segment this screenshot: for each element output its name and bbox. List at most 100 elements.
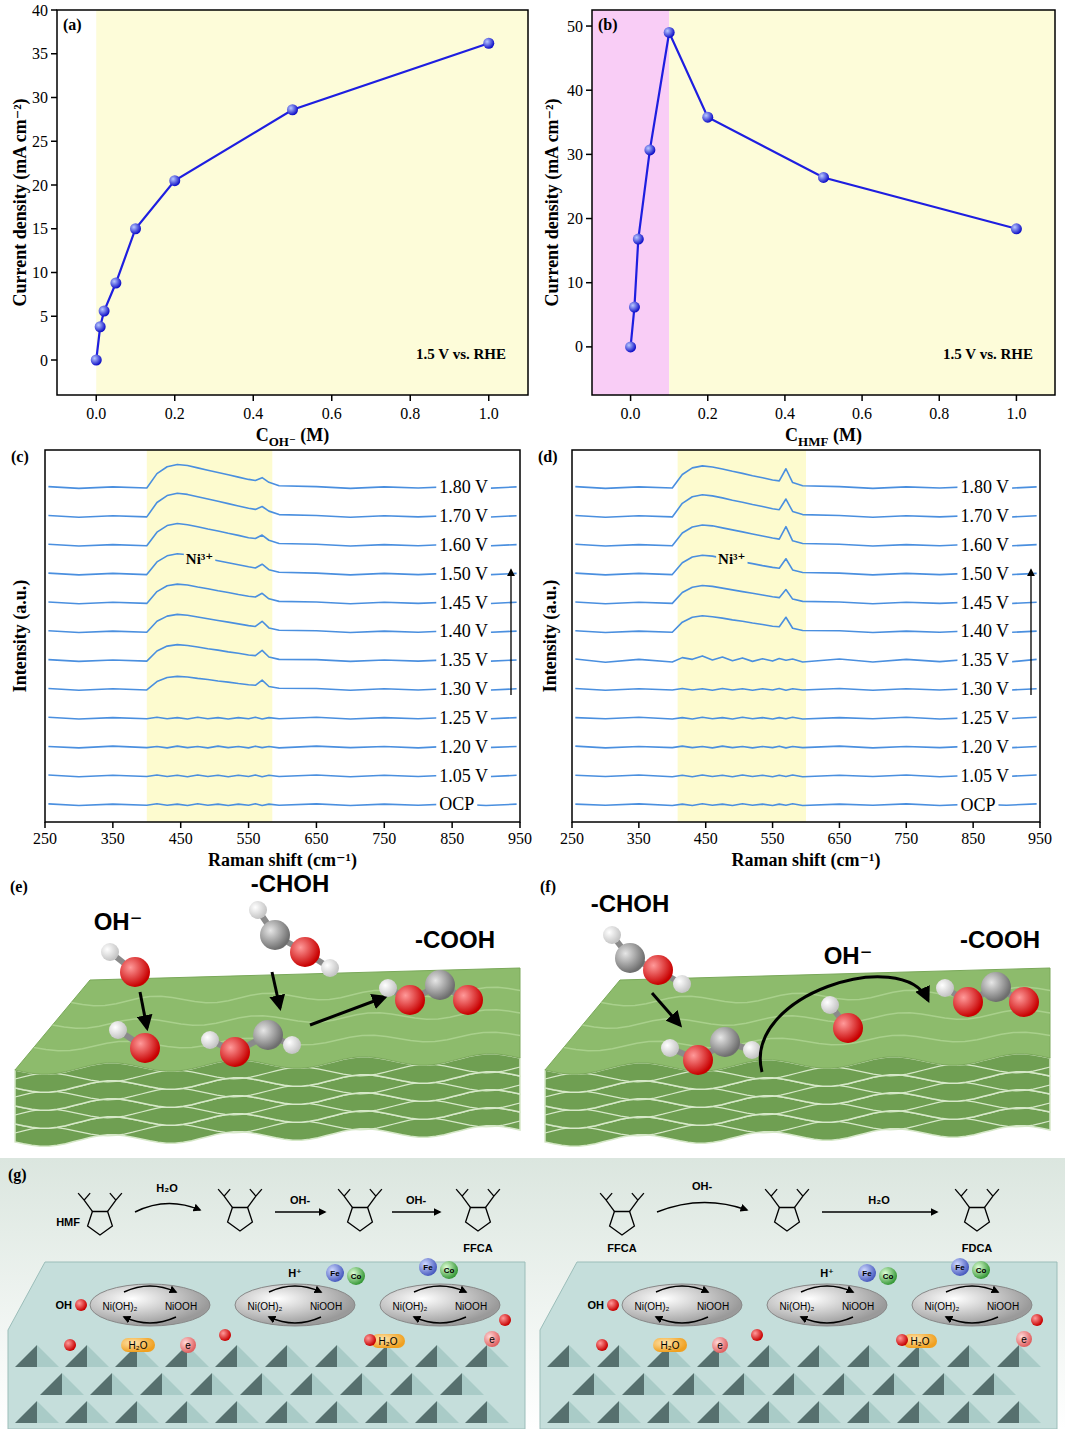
x-tick-label: 450 xyxy=(169,830,193,847)
atom xyxy=(253,1020,283,1050)
y-tick-label: 30 xyxy=(32,89,48,106)
sheet-ripple xyxy=(583,1010,1051,1028)
atom xyxy=(972,1261,990,1279)
x-tick xyxy=(1039,822,1041,828)
arrow xyxy=(656,1286,708,1292)
x-tick xyxy=(638,822,640,828)
pyramid xyxy=(694,1373,716,1395)
y-tick xyxy=(51,9,57,11)
pyramid xyxy=(997,1401,1019,1423)
pyramid xyxy=(165,1401,187,1423)
surface xyxy=(540,1262,1057,1429)
series-label: 1.05 V xyxy=(960,766,1009,786)
pyramid xyxy=(140,1373,162,1395)
atom xyxy=(833,1013,863,1043)
atom xyxy=(499,1314,511,1326)
label: Ni(OH)₂ xyxy=(925,1301,960,1312)
x-tick-label: 0.2 xyxy=(165,405,185,422)
pyramid xyxy=(212,1373,234,1395)
atom xyxy=(683,1045,713,1075)
series-label: 1.20 V xyxy=(439,737,488,757)
arrow xyxy=(269,1286,321,1292)
background xyxy=(0,1158,1065,1429)
atom xyxy=(395,985,425,1015)
y-axis-title: Intensity (a.u.) xyxy=(10,580,31,693)
x-tick-label: 0.6 xyxy=(852,405,872,422)
diagram-g: (g) xyxy=(0,1158,1065,1429)
bond-line xyxy=(368,1196,376,1207)
data-point xyxy=(644,144,655,155)
label: Co xyxy=(883,1272,894,1281)
arrow xyxy=(801,1286,853,1292)
sheet-wave xyxy=(15,1118,520,1136)
pyramid xyxy=(337,1345,359,1367)
pyramid xyxy=(487,1345,509,1367)
pyramid xyxy=(897,1345,919,1367)
label: H₂O xyxy=(129,1340,148,1351)
label-patch xyxy=(436,506,491,526)
diagram-e: (e)OH⁻-CHOH-COOH xyxy=(10,870,520,1146)
title-subscript: OH⁻ xyxy=(269,434,296,449)
series-label: 1.35 V xyxy=(960,650,1009,670)
x-tick xyxy=(519,822,521,828)
panel-label: (b) xyxy=(598,16,618,34)
series-label: 1.45 V xyxy=(439,593,488,613)
label: OH- xyxy=(692,1180,713,1192)
series-label: 1.25 V xyxy=(960,708,1009,728)
ni-site xyxy=(235,1284,355,1326)
x-tick-label: 0.4 xyxy=(775,405,795,422)
bond-line xyxy=(494,1189,500,1196)
x-tick xyxy=(705,822,707,828)
label-patch xyxy=(957,564,1012,584)
pyramid xyxy=(1019,1345,1041,1367)
label: e xyxy=(185,1340,191,1351)
series-label: OCP xyxy=(960,795,995,815)
annotation: 1.5 V vs. RHE xyxy=(416,346,506,362)
y-tick xyxy=(586,154,592,156)
pyramid xyxy=(919,1345,941,1367)
pyramid xyxy=(797,1345,819,1367)
x-tick xyxy=(972,822,974,828)
pyramid xyxy=(619,1401,641,1423)
atom xyxy=(596,1339,608,1351)
pyramid xyxy=(162,1373,184,1395)
pyramid xyxy=(287,1345,309,1367)
pyramid xyxy=(594,1373,616,1395)
pyramid xyxy=(847,1345,869,1367)
atom xyxy=(661,1039,679,1057)
pyramid xyxy=(237,1401,259,1423)
x-axis-title: COH⁻ (M) xyxy=(256,425,330,449)
atom xyxy=(75,1299,87,1311)
label-patch xyxy=(957,477,1012,497)
pyramid xyxy=(240,1373,262,1395)
x-tick xyxy=(410,395,412,401)
pyramid xyxy=(994,1373,1016,1395)
label-patch xyxy=(436,535,491,555)
plot-frame xyxy=(45,450,520,822)
pyramid xyxy=(772,1373,794,1395)
pyramid xyxy=(215,1401,237,1423)
data-point xyxy=(625,341,636,352)
y-tick xyxy=(51,272,57,274)
bond-line xyxy=(993,1189,999,1196)
arrow xyxy=(269,1317,321,1323)
label: Fe xyxy=(862,1269,872,1278)
label-patch xyxy=(957,766,1012,786)
series-labels: OCP1.05 V1.20 V1.25 V1.30 V1.35 V1.40 V1… xyxy=(957,477,1012,814)
label: OH⁻ xyxy=(94,908,143,935)
pyramid xyxy=(462,1373,484,1395)
x-tick-label: 1.0 xyxy=(479,405,499,422)
label-patch xyxy=(436,794,477,814)
ni-site xyxy=(622,1284,742,1326)
y-tick-label: 15 xyxy=(32,220,48,237)
label: Ni(OH)₂ xyxy=(248,1301,283,1312)
atom xyxy=(751,1329,763,1341)
bond-line xyxy=(462,1196,470,1207)
bond-line xyxy=(795,1196,803,1207)
label: e xyxy=(489,1334,495,1345)
ni-site xyxy=(767,1284,887,1326)
plot-area xyxy=(91,10,528,395)
pyramid xyxy=(265,1401,287,1423)
water-pill xyxy=(121,1338,155,1352)
bond-line xyxy=(250,1189,256,1196)
